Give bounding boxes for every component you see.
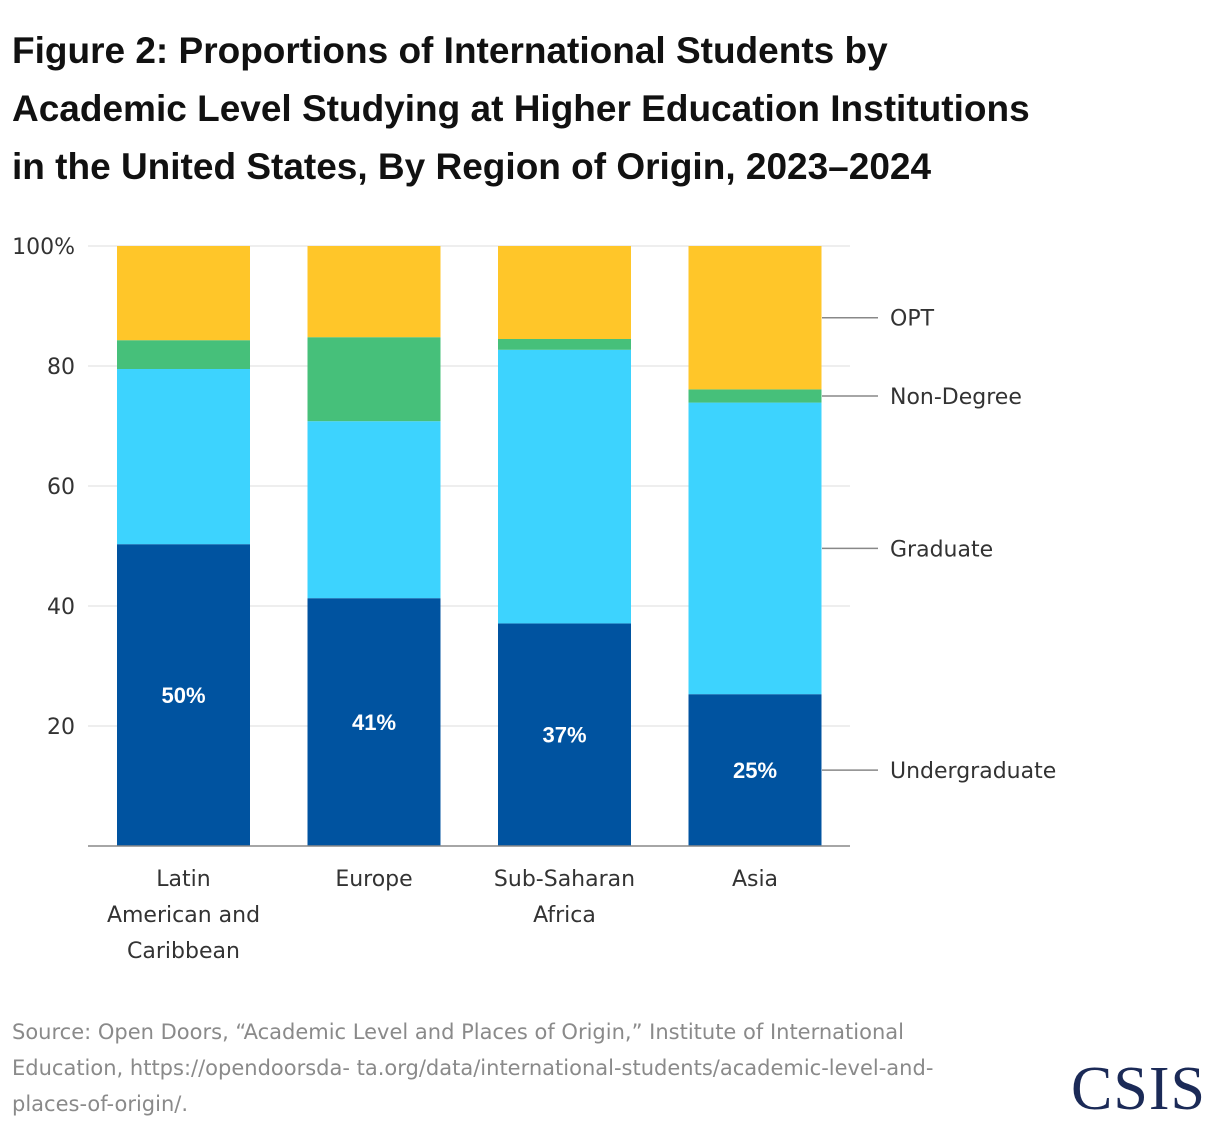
bar-segment-graduate (117, 369, 250, 545)
stacked-bar-chart: 50% 41% 37% 25% 20 40 60 80 100% Latin American a… (12, 235, 1056, 964)
bar-segment-opt (307, 246, 441, 338)
x-tick-label: Africa (533, 903, 596, 928)
legend-label: Graduate (890, 537, 993, 562)
x-tick-label: Caribbean (127, 939, 240, 964)
bar-data-label: 41% (352, 710, 396, 735)
x-tick-label: Latin (156, 867, 210, 892)
bar-data-label: 25% (733, 758, 777, 783)
bar-segment-non-degree (117, 340, 250, 369)
bar-segment-non-degree (688, 389, 822, 403)
bar-segment-graduate (498, 349, 631, 624)
bar-segment-non-degree (307, 337, 441, 422)
y-tick-label: 40 (47, 595, 75, 620)
source-line-2: Education, https://opendoorsda- ta.org/d… (12, 1056, 934, 1080)
bar-segment-graduate (307, 421, 441, 599)
bar-segment-non-degree (498, 339, 631, 350)
x-tick-label: Sub-Saharan (494, 867, 635, 892)
bar-segment-opt (117, 246, 250, 341)
y-tick-label: 60 (47, 475, 75, 500)
legend-label: Non-Degree (890, 385, 1022, 410)
bar-segment-opt (688, 246, 822, 390)
bar-segment-undergraduate (688, 694, 822, 846)
bar-data-label: 50% (161, 683, 205, 708)
source-line-1: Source: Open Doors, “Academic Level and … (12, 1020, 904, 1044)
title-line-2: Academic Level Studying at Higher Educat… (12, 88, 1030, 129)
bars (117, 246, 822, 846)
source-note: Source: Open Doors, “Academic Level and … (12, 1014, 1052, 1122)
x-tick-label: Asia (732, 867, 778, 892)
bar-segment-graduate (688, 402, 822, 695)
x-tick-label: American and (107, 903, 260, 928)
source-line-3: places-of-origin/. (12, 1092, 189, 1116)
title-line-1: Figure 2: Proportions of International S… (12, 30, 888, 71)
axes: 20 40 60 80 100% Latin American and Caribbean Eu… (12, 235, 850, 964)
y-tick-label: 20 (47, 715, 75, 740)
y-tick-label: 100% (12, 235, 75, 260)
legend-label: Undergraduate (890, 759, 1056, 784)
y-tick-label: 80 (47, 355, 75, 380)
x-tick-label: Europe (335, 867, 412, 892)
csis-logo: CSIS (1071, 1055, 1206, 1123)
chart-title: Figure 2: Proportions of International S… (12, 22, 1207, 196)
bar-segment-undergraduate (498, 623, 631, 846)
bar-segment-undergraduate (117, 544, 250, 846)
legend-label: OPT (890, 307, 935, 332)
bar-data-label: 37% (542, 723, 586, 748)
bar-segment-undergraduate (307, 598, 441, 846)
title-line-3: in the United States, By Region of Origi… (12, 146, 932, 187)
bar-segment-opt (498, 246, 631, 339)
legend: Undergraduate Graduate Non-Degree OPT (822, 307, 1056, 784)
data-labels: 50% 41% 37% 25% (161, 683, 777, 783)
